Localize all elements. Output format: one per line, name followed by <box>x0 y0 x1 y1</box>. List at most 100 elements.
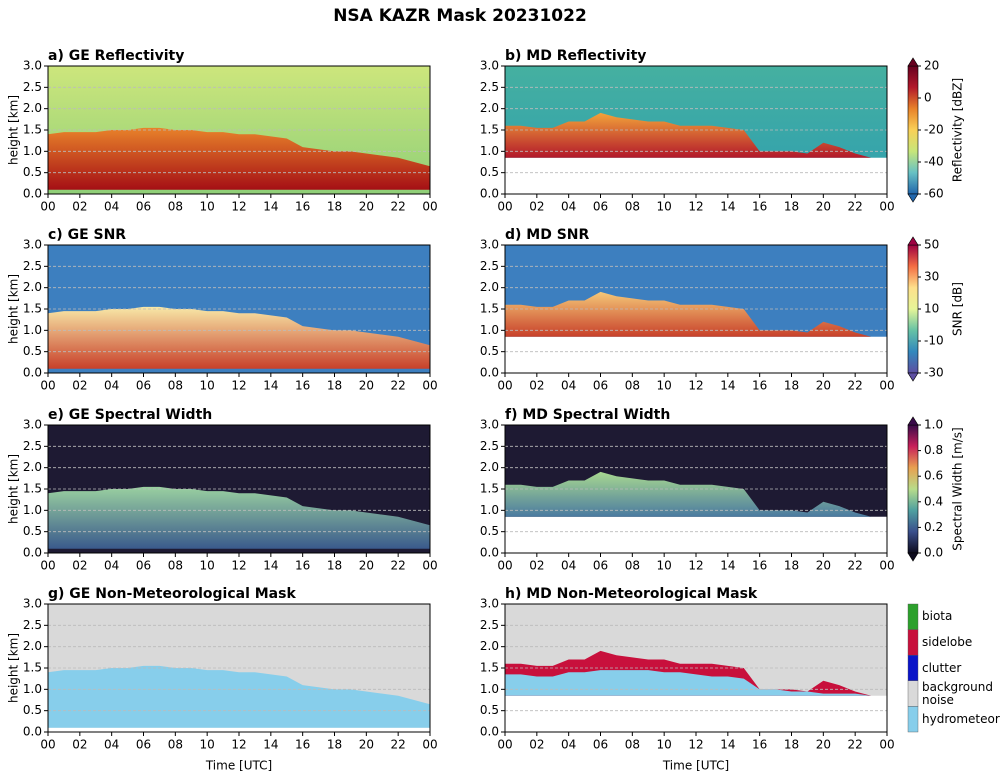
y-tick-label: 3.0 <box>23 238 42 252</box>
panel-title: f) MD Spectral Width <box>505 407 670 423</box>
x-tick-label: 14 <box>263 559 278 573</box>
x-tick-label: 12 <box>688 738 703 752</box>
x-tick-label: 06 <box>136 200 151 214</box>
y-tick-label: 0.5 <box>480 344 499 358</box>
x-tick-label: 04 <box>104 379 119 393</box>
colorbar-tick-label: 0.6 <box>924 469 943 483</box>
no-data-region <box>505 336 887 373</box>
x-tick-label: 06 <box>593 559 608 573</box>
x-tick-label: 06 <box>136 559 151 573</box>
y-tick-label: 2.0 <box>23 280 42 294</box>
legend-swatch <box>907 629 919 656</box>
x-tick-label: 00 <box>497 559 512 573</box>
x-tick-label: 14 <box>263 738 278 752</box>
x-tick-label: 12 <box>688 200 703 214</box>
y-tick-label: 2.5 <box>480 618 499 632</box>
x-tick-label: 16 <box>295 200 310 214</box>
x-tick-label: 00 <box>422 738 437 752</box>
x-tick-label: 04 <box>104 738 119 752</box>
colorbar-tick-label: -40 <box>924 155 944 169</box>
x-tick-label: 00 <box>497 379 512 393</box>
y-tick-label: 1.0 <box>23 323 42 337</box>
y-tick-label: 2.0 <box>23 639 42 653</box>
x-tick-label: 18 <box>327 559 342 573</box>
x-tick-label: 22 <box>848 559 863 573</box>
plot-frame <box>504 65 888 195</box>
y-tick-label: 1.5 <box>23 661 42 675</box>
x-tick-label: 08 <box>168 379 183 393</box>
x-tick-label: 20 <box>359 738 374 752</box>
echo-layer <box>505 471 872 517</box>
colorbar-tick-label: 30 <box>924 270 939 284</box>
legend-label: background noise <box>922 679 993 707</box>
y-tick-label: 1.5 <box>23 302 42 316</box>
x-tick-label: 22 <box>848 738 863 752</box>
x-tick-label: 00 <box>497 738 512 752</box>
x-tick-label: 16 <box>295 738 310 752</box>
echo-layer <box>48 127 430 190</box>
x-tick-label: 02 <box>72 200 87 214</box>
y-tick-label: 3.0 <box>23 418 42 432</box>
x-tick-label: 22 <box>848 200 863 214</box>
colorbar-extension <box>907 416 919 426</box>
plot-frame <box>47 424 431 554</box>
x-tick-label: 04 <box>104 559 119 573</box>
plot-frame <box>47 244 431 374</box>
y-tick-label: 3.0 <box>480 238 499 252</box>
x-tick-label: 02 <box>529 738 544 752</box>
x-tick-label: 10 <box>200 559 215 573</box>
colorbar-tick-label: 0.4 <box>924 494 943 508</box>
y-tick-label: 1.0 <box>480 323 499 337</box>
x-tick-label: 04 <box>104 200 119 214</box>
x-tick-label: 20 <box>359 379 374 393</box>
legend-swatch <box>907 603 919 630</box>
y-tick-label: 3.0 <box>23 597 42 611</box>
echo-layer <box>505 112 872 158</box>
x-tick-label: 22 <box>848 379 863 393</box>
x-tick-label: 10 <box>200 200 215 214</box>
legend-label: hydrometeor <box>922 711 1000 726</box>
legend-swatch <box>907 680 919 707</box>
y-tick-label: 2.0 <box>480 101 499 115</box>
x-tick-label: 14 <box>263 379 278 393</box>
x-tick-label: 06 <box>593 738 608 752</box>
x-tick-label: 06 <box>593 200 608 214</box>
x-tick-label: 12 <box>688 559 703 573</box>
x-tick-label: 06 <box>136 379 151 393</box>
colorbar-tick-label: 10 <box>924 302 939 316</box>
no-data-region <box>505 157 887 194</box>
x-tick-label: 22 <box>391 379 406 393</box>
x-tick-label: 04 <box>561 200 576 214</box>
colorbar-extension <box>907 372 919 382</box>
no-data-region <box>505 695 887 732</box>
colorbar-extension <box>907 236 919 246</box>
x-tick-label: 06 <box>136 738 151 752</box>
y-tick-label: 1.5 <box>480 661 499 675</box>
x-tick-label: 12 <box>688 379 703 393</box>
y-tick-label: 0.5 <box>480 524 499 538</box>
x-tick-label: 14 <box>720 559 735 573</box>
y-tick-label: 2.0 <box>23 101 42 115</box>
legend-label: clutter <box>922 660 962 675</box>
colorbar-tick-label: 0.8 <box>924 443 943 457</box>
panel-title: h) MD Non-Meteorological Mask <box>505 586 758 602</box>
y-tick-label: 0.0 <box>480 546 499 560</box>
no-data-region <box>505 516 887 553</box>
colorbar-tick-label: -60 <box>924 187 944 201</box>
x-tick-label: 02 <box>529 379 544 393</box>
x-tick-label: 20 <box>816 738 831 752</box>
panel-title: e) GE Spectral Width <box>48 407 212 423</box>
x-tick-label: 18 <box>327 379 342 393</box>
y-tick-label: 0.5 <box>23 703 42 717</box>
legend-label: biota <box>922 609 953 624</box>
y-tick-label: 0.5 <box>23 165 42 179</box>
colorbar-tick-label: 0.0 <box>924 546 943 560</box>
colorbar-tick-label: 50 <box>924 238 939 252</box>
x-tick-label: 04 <box>561 379 576 393</box>
y-tick-label: 1.5 <box>23 123 42 137</box>
x-tick-label: 20 <box>816 200 831 214</box>
x-tick-label: 22 <box>391 738 406 752</box>
x-tick-label: 16 <box>752 200 767 214</box>
x-tick-label: 22 <box>391 559 406 573</box>
